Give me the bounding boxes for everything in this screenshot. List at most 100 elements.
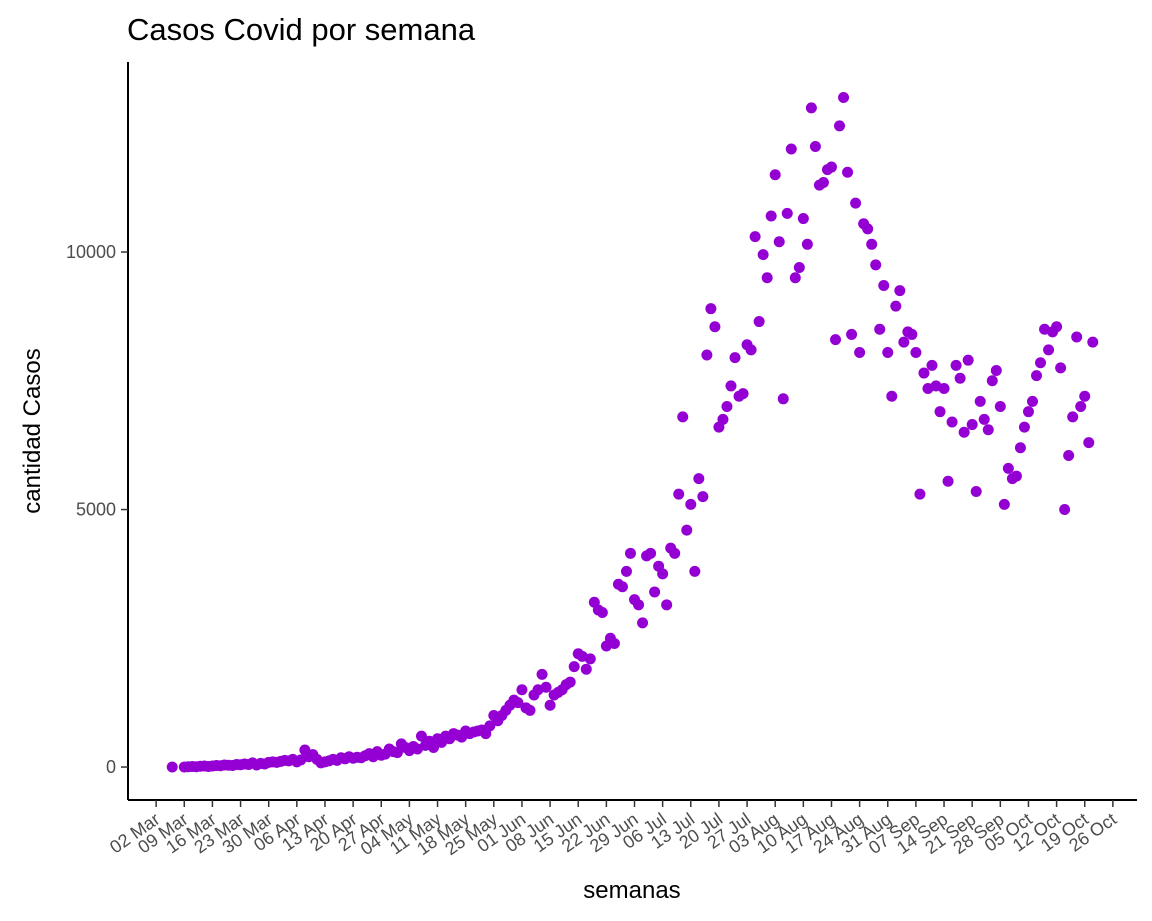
point	[608, 637, 620, 649]
point	[805, 102, 817, 114]
point	[890, 300, 902, 312]
point	[1035, 357, 1047, 369]
point	[1022, 406, 1034, 418]
point	[737, 388, 749, 400]
point	[918, 367, 930, 379]
point	[693, 473, 705, 485]
point	[1026, 395, 1038, 407]
point	[725, 380, 737, 392]
point	[866, 238, 878, 250]
point	[1043, 344, 1055, 356]
point	[761, 272, 773, 284]
point	[894, 285, 906, 297]
point	[540, 681, 552, 693]
point	[942, 475, 954, 487]
point	[637, 617, 649, 629]
point	[773, 236, 785, 248]
point	[809, 140, 821, 152]
point	[817, 177, 829, 189]
point	[657, 568, 669, 580]
x-axis-title: semanas	[583, 877, 680, 904]
point	[862, 223, 874, 235]
point	[1018, 421, 1030, 433]
point	[994, 401, 1006, 413]
point	[926, 359, 938, 371]
point	[870, 259, 882, 271]
point	[954, 372, 966, 384]
point	[970, 486, 982, 498]
point	[789, 272, 801, 284]
point	[1010, 470, 1022, 482]
point	[729, 352, 741, 364]
y-tick-label: 10000	[66, 242, 116, 262]
point	[689, 565, 701, 577]
point	[669, 547, 681, 559]
point	[757, 249, 769, 261]
point	[564, 676, 576, 688]
point	[721, 401, 733, 413]
point	[914, 488, 926, 500]
point	[673, 488, 685, 500]
point	[1063, 449, 1075, 461]
point	[854, 346, 866, 358]
point	[769, 169, 781, 181]
point	[677, 411, 689, 423]
point	[524, 704, 536, 716]
point	[801, 238, 813, 250]
point	[765, 210, 777, 222]
point	[633, 599, 645, 611]
point	[990, 364, 1002, 376]
y-tick-label: 5000	[76, 500, 116, 520]
point	[1079, 390, 1091, 402]
point	[906, 328, 918, 340]
point	[998, 498, 1010, 510]
point	[620, 565, 632, 577]
point	[624, 547, 636, 559]
point	[777, 393, 789, 405]
point	[649, 586, 661, 598]
point	[898, 336, 910, 348]
point	[962, 354, 974, 366]
point	[1051, 321, 1063, 333]
point	[580, 663, 592, 675]
point	[685, 498, 697, 510]
point	[886, 390, 898, 402]
point	[982, 424, 994, 436]
point	[846, 328, 858, 340]
point	[717, 413, 729, 425]
point	[1014, 442, 1026, 454]
point	[1002, 462, 1014, 474]
point	[797, 213, 809, 225]
point	[1059, 504, 1071, 516]
point	[842, 166, 854, 178]
point	[793, 261, 805, 273]
point	[934, 406, 946, 418]
point	[681, 524, 693, 536]
point	[661, 599, 673, 611]
point	[697, 491, 709, 503]
point	[938, 383, 950, 395]
point	[1055, 362, 1067, 374]
point	[946, 416, 958, 428]
point	[1083, 437, 1095, 449]
point	[830, 334, 842, 346]
point	[966, 419, 978, 431]
point	[536, 668, 548, 680]
point	[781, 207, 793, 219]
point	[978, 413, 990, 425]
point	[512, 697, 524, 709]
point	[568, 661, 580, 673]
point	[596, 607, 608, 619]
point	[974, 395, 986, 407]
point	[1075, 401, 1087, 413]
point	[415, 730, 427, 742]
chart-title: Casos Covid por semana	[127, 12, 476, 47]
point	[785, 143, 797, 155]
point	[645, 547, 657, 559]
point	[484, 720, 496, 732]
point	[428, 741, 440, 753]
point	[910, 346, 922, 358]
point	[749, 231, 761, 243]
